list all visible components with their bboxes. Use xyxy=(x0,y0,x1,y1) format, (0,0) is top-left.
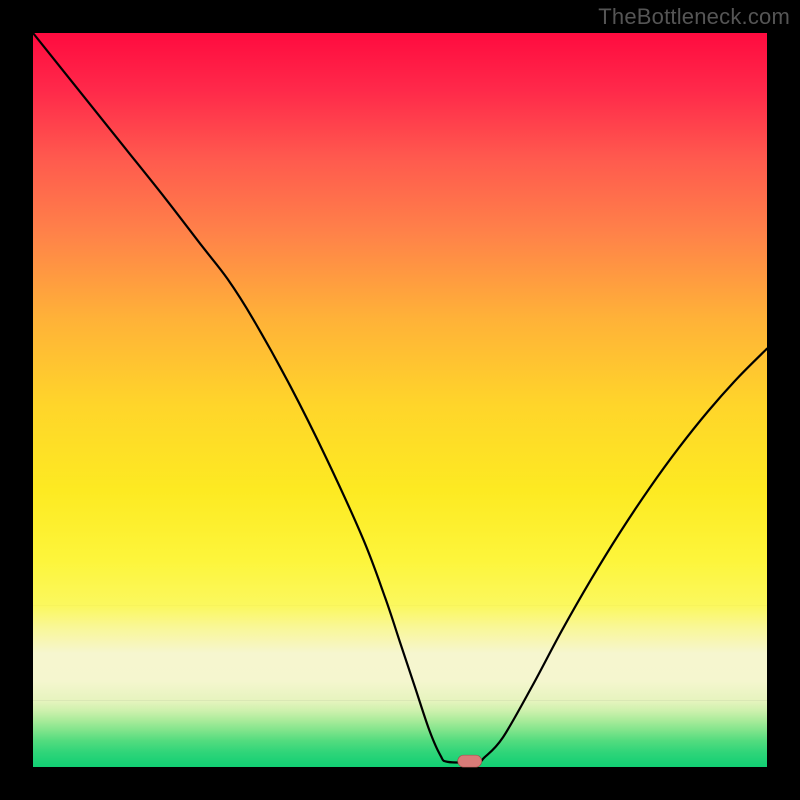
optimal-point-marker xyxy=(458,755,482,767)
gradient-band-mid xyxy=(33,606,767,701)
gradient-band-top xyxy=(33,33,767,606)
gradient-band-bottom xyxy=(33,701,767,767)
watermark-text: TheBottleneck.com xyxy=(598,4,790,30)
bottleneck-chart xyxy=(0,0,800,800)
